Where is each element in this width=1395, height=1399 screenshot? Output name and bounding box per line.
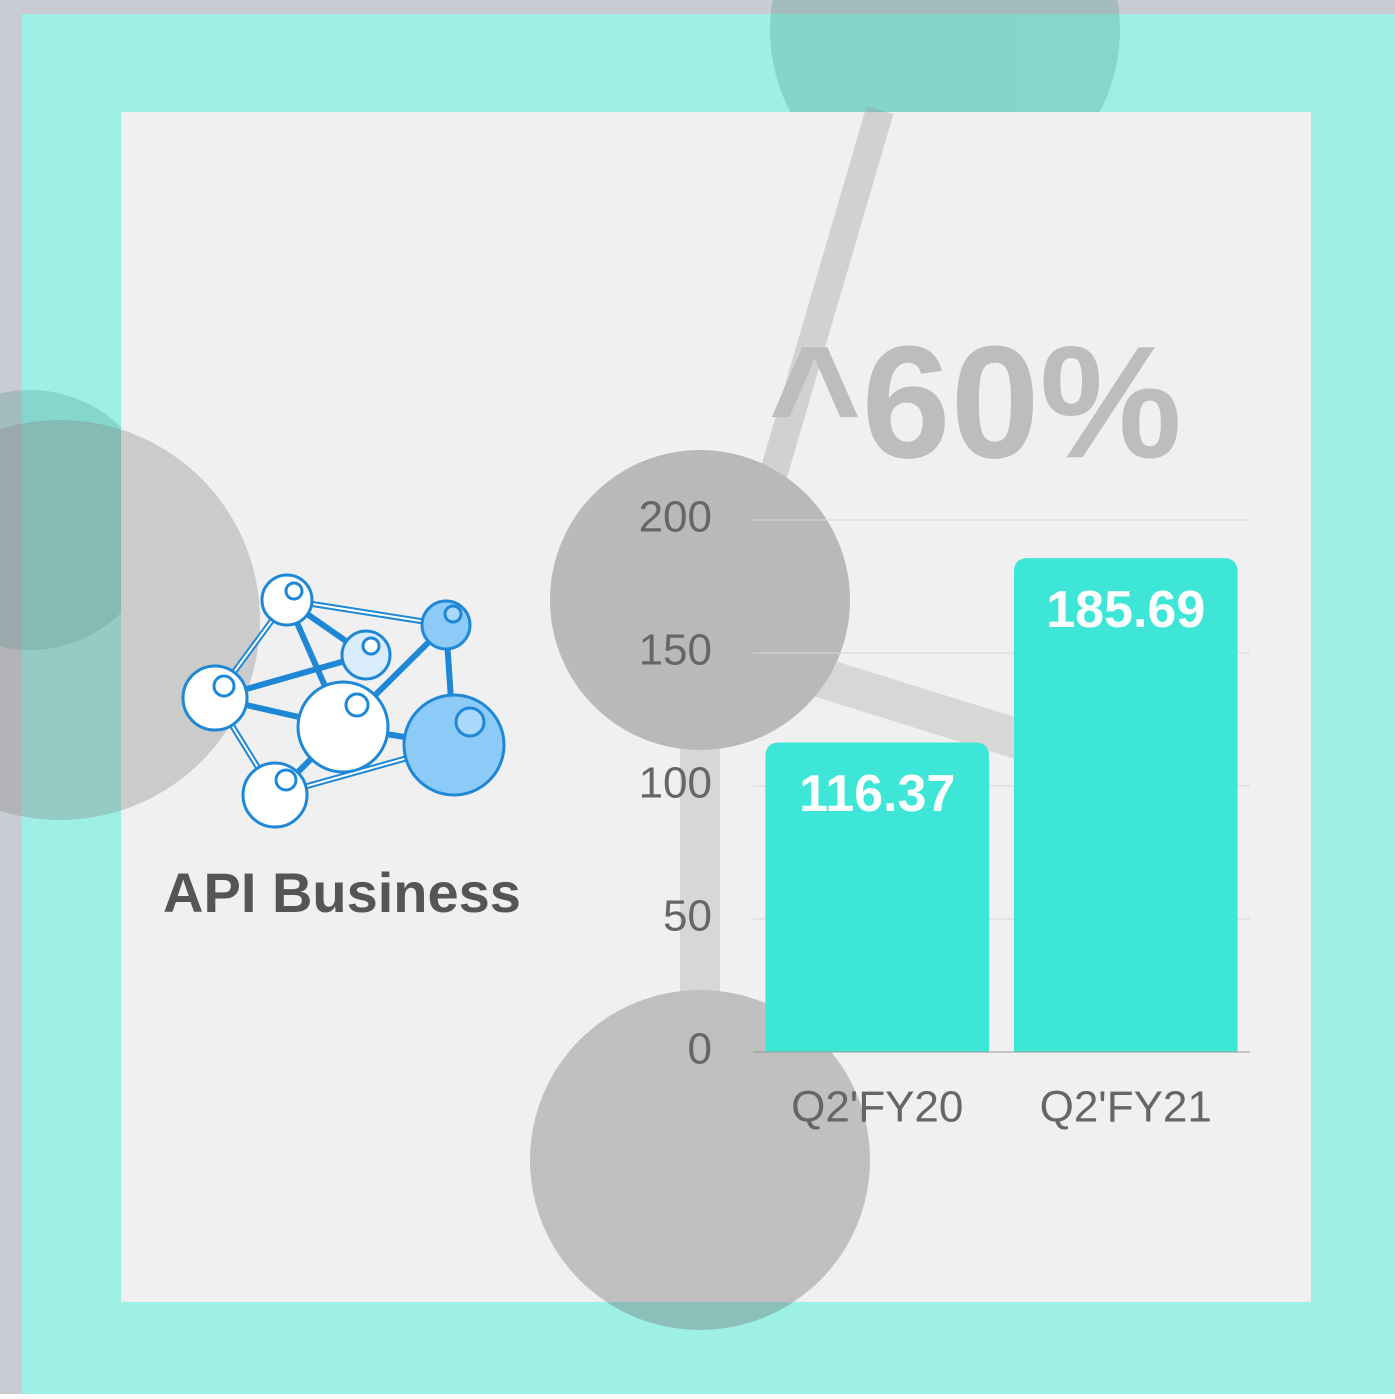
page: ^60% API Business 0 50 100 150 200 Q2'FY20 116… <box>0 0 1395 1394</box>
y-tick-label: 200 <box>639 493 712 542</box>
value-label: 116.37 <box>799 765 955 823</box>
y-tick-label: 50 <box>663 892 712 941</box>
value-label: 185.69 <box>1046 581 1205 639</box>
chart-title: API Business <box>163 861 521 924</box>
chart: ^60% API Business 0 50 100 150 200 Q2'FY20 116… <box>0 0 1395 1394</box>
headline: ^60% <box>768 312 1182 491</box>
y-tick-label: 100 <box>639 759 712 808</box>
y-tick-label: 150 <box>639 626 712 675</box>
x-tick-label: Q2'FY21 <box>1040 1083 1212 1132</box>
y-tick-label: 0 <box>688 1025 712 1074</box>
x-tick-label: Q2'FY20 <box>791 1083 963 1132</box>
